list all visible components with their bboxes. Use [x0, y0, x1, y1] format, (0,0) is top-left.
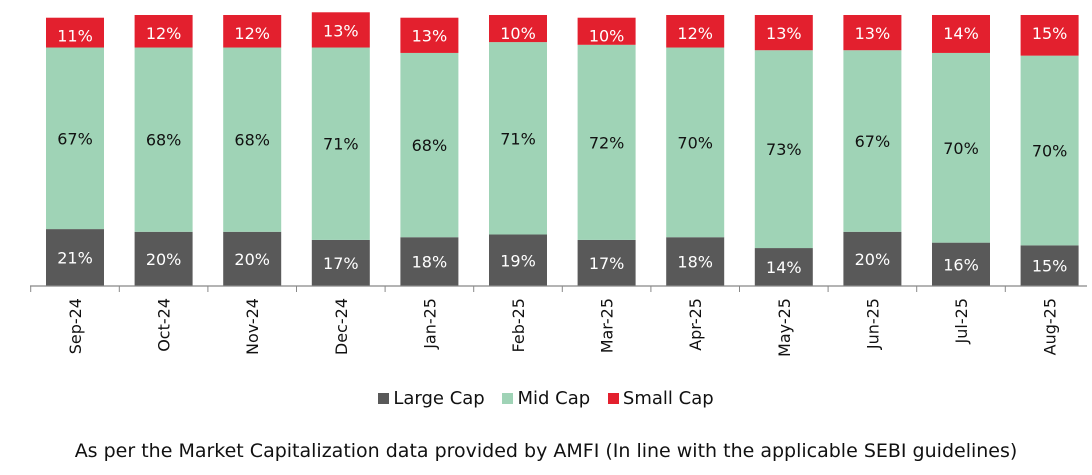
- legend-label-small-cap: Small Cap: [622, 388, 714, 409]
- bar-segment-mid-cap-sep-24: [46, 47, 104, 230]
- bar-segment-small-cap-sep-24: [46, 17, 104, 48]
- bar-segment-mid-cap-oct-24: [134, 47, 193, 232]
- legend: Large Cap Mid Cap Small Cap: [0, 388, 1092, 409]
- legend-label-large-cap: Large Cap: [393, 388, 485, 409]
- bar-segment-large-cap-jul-25: [932, 242, 990, 286]
- data-label-small-cap-feb-25: 10%: [500, 24, 536, 43]
- data-label-large-cap-mar-25: 17%: [589, 254, 625, 273]
- data-label-large-cap-nov-24: 20%: [234, 250, 270, 269]
- legend-label-mid-cap: Mid Cap: [517, 388, 591, 409]
- bar-segment-large-cap-may-25: [754, 248, 813, 286]
- data-label-mid-cap-aug-25: 70%: [1032, 142, 1068, 161]
- bar-segment-small-cap-aug-25: [1020, 15, 1079, 56]
- data-label-mid-cap-may-25: 73%: [766, 140, 802, 159]
- data-label-small-cap-oct-24: 12%: [146, 24, 182, 43]
- legend-item-mid-cap: Mid Cap: [502, 388, 590, 409]
- x-tick-label-apr-25: Apr-25: [686, 298, 705, 351]
- data-label-mid-cap-nov-24: 68%: [234, 131, 270, 150]
- bar-segment-small-cap-jun-25: [843, 15, 902, 51]
- legend-item-small-cap: Small Cap: [607, 388, 714, 409]
- data-label-small-cap-dec-24: 13%: [323, 21, 359, 40]
- bar-segment-small-cap-jul-25: [932, 15, 990, 53]
- bar-segment-large-cap-feb-25: [489, 234, 547, 286]
- data-label-small-cap-apr-25: 12%: [677, 24, 713, 43]
- data-label-large-cap-jul-25: 16%: [943, 255, 979, 274]
- bar-segment-mid-cap-feb-25: [489, 42, 547, 235]
- bar-segment-large-cap-apr-25: [666, 237, 725, 286]
- x-tick-label-jun-25: Jun-25: [863, 298, 882, 350]
- bar-segment-small-cap-oct-24: [134, 15, 193, 48]
- data-label-small-cap-jul-25: 14%: [943, 24, 979, 43]
- bar-segment-mid-cap-jul-25: [932, 52, 990, 243]
- bar-segment-small-cap-jan-25: [400, 17, 459, 53]
- x-tick-label-nov-24: Nov-24: [243, 298, 262, 355]
- data-label-mid-cap-jan-25: 68%: [412, 136, 448, 155]
- data-label-mid-cap-oct-24: 68%: [146, 131, 182, 150]
- data-label-small-cap-aug-25: 15%: [1032, 24, 1068, 43]
- bar-segment-mid-cap-jun-25: [843, 50, 902, 232]
- data-label-large-cap-jun-25: 20%: [855, 250, 891, 269]
- bar-segment-large-cap-mar-25: [577, 239, 636, 286]
- bar-segment-large-cap-jan-25: [400, 237, 459, 286]
- data-label-large-cap-sep-24: 21%: [57, 249, 93, 268]
- bar-segment-mid-cap-nov-24: [223, 47, 282, 232]
- legend-swatch-mid-cap: [502, 393, 514, 404]
- bar-segment-mid-cap-may-25: [754, 50, 813, 249]
- data-label-small-cap-mar-25: 10%: [589, 27, 625, 46]
- x-tick-label-oct-24: Oct-24: [155, 298, 174, 352]
- bar-segment-mid-cap-dec-24: [311, 47, 370, 240]
- bar-segment-small-cap-mar-25: [577, 17, 636, 45]
- bar-segment-small-cap-nov-24: [223, 15, 282, 48]
- data-label-small-cap-jun-25: 13%: [855, 24, 891, 43]
- bar-segment-small-cap-apr-25: [666, 15, 725, 48]
- bar-segment-large-cap-sep-24: [46, 229, 104, 286]
- legend-swatch-small-cap: [607, 393, 619, 404]
- bar-segment-large-cap-oct-24: [134, 231, 193, 286]
- data-label-mid-cap-dec-24: 71%: [323, 135, 359, 154]
- bar-segment-mid-cap-mar-25: [577, 44, 636, 240]
- x-tick-label-may-25: May-25: [775, 298, 794, 357]
- bar-segment-large-cap-jun-25: [843, 231, 902, 286]
- data-label-mid-cap-sep-24: 67%: [57, 129, 93, 148]
- data-label-small-cap-sep-24: 11%: [57, 27, 93, 46]
- bar-segment-small-cap-dec-24: [311, 12, 370, 48]
- data-label-large-cap-oct-24: 20%: [146, 250, 182, 269]
- x-tick-label-jul-25: Jul-25: [952, 298, 971, 344]
- bar-segment-small-cap-may-25: [754, 15, 813, 51]
- data-label-large-cap-may-25: 14%: [766, 258, 802, 277]
- bar-segment-mid-cap-jan-25: [400, 52, 459, 238]
- x-tick-label-feb-25: Feb-25: [509, 298, 528, 352]
- x-tick-label-dec-24: Dec-24: [332, 298, 351, 355]
- bar-segment-mid-cap-apr-25: [666, 47, 725, 238]
- data-label-large-cap-dec-24: 17%: [323, 254, 359, 273]
- data-label-mid-cap-jun-25: 67%: [855, 132, 891, 151]
- bar-segment-large-cap-aug-25: [1020, 245, 1079, 286]
- bar-segment-mid-cap-aug-25: [1020, 55, 1079, 246]
- data-label-mid-cap-jul-25: 70%: [943, 139, 979, 158]
- data-label-small-cap-jan-25: 13%: [412, 27, 448, 46]
- x-tick-label-aug-25: Aug-25: [1041, 298, 1060, 355]
- data-label-mid-cap-mar-25: 72%: [589, 133, 625, 152]
- data-label-large-cap-feb-25: 19%: [500, 251, 536, 270]
- data-label-large-cap-apr-25: 18%: [677, 253, 713, 272]
- legend-item-large-cap: Large Cap: [378, 388, 485, 409]
- legend-swatch-large-cap: [378, 393, 390, 404]
- data-label-mid-cap-apr-25: 70%: [677, 133, 713, 152]
- data-label-mid-cap-feb-25: 71%: [500, 129, 536, 148]
- data-label-small-cap-may-25: 13%: [766, 24, 802, 43]
- x-tick-label-sep-24: Sep-24: [66, 298, 85, 354]
- bar-segment-large-cap-dec-24: [311, 239, 370, 286]
- footnote: As per the Market Capitalization data pr…: [74, 440, 1018, 462]
- data-label-large-cap-aug-25: 15%: [1032, 257, 1068, 276]
- x-tick-label-jan-25: Jan-25: [420, 298, 439, 350]
- data-label-large-cap-jan-25: 18%: [412, 253, 448, 272]
- x-tick-label-mar-25: Mar-25: [598, 298, 617, 353]
- stacked-bar-chart: 21% 67% 11% Sep-24 20% 68% 12% Oct-24 20% 68% 12% N…: [30, 12, 1087, 357]
- bar-segment-large-cap-nov-24: [223, 231, 282, 286]
- bar-segment-small-cap-feb-25: [489, 15, 547, 43]
- data-label-small-cap-nov-24: 12%: [234, 24, 270, 43]
